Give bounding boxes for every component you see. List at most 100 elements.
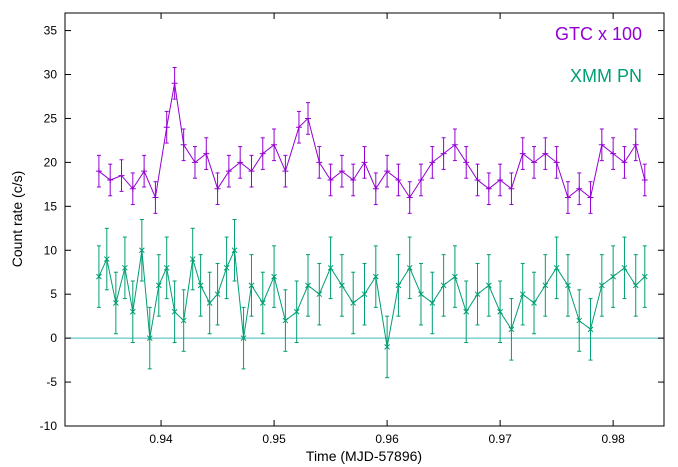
data-point (197, 282, 204, 289)
data-point (632, 282, 639, 289)
data-point (610, 273, 616, 280)
data-point (485, 282, 492, 289)
data-point (440, 282, 447, 289)
data-point (621, 264, 628, 271)
x-tick-label: 0.98 (601, 432, 625, 446)
x-tick-label: 0.97 (488, 432, 512, 446)
data-point (429, 159, 436, 166)
data-point (451, 141, 458, 148)
data-point (350, 176, 357, 183)
data-point (440, 150, 447, 157)
data-point (223, 264, 230, 271)
data-point (214, 185, 221, 192)
data-point (508, 185, 515, 192)
data-point (129, 308, 136, 315)
data-point (191, 159, 198, 166)
data-point (295, 124, 302, 131)
data-point (553, 264, 560, 271)
data-point (361, 291, 368, 298)
data-point (282, 317, 289, 324)
data-point (214, 291, 221, 298)
data-point (384, 168, 391, 175)
data-point (553, 159, 560, 166)
data-point (641, 273, 648, 280)
y-tick-label: -5 (46, 375, 57, 389)
x-axis-label: Time (MJD-57896) (306, 448, 422, 464)
data-point (395, 176, 402, 183)
data-point (138, 247, 145, 254)
data-point (587, 194, 594, 201)
data-point (122, 264, 128, 271)
data-point (641, 176, 648, 183)
data-point (248, 168, 255, 175)
data-point (418, 291, 424, 298)
data-point (508, 326, 515, 333)
data-point (598, 141, 605, 148)
data-point (519, 150, 526, 157)
y-tick-label: 0 (50, 331, 57, 345)
data-point (180, 141, 187, 148)
x-tick-label: 0.96 (375, 432, 399, 446)
data-point (542, 150, 549, 157)
legend-entry: XMM PN (570, 66, 642, 86)
data-point (316, 291, 323, 298)
data-point (610, 150, 617, 157)
y-tick-label: 15 (44, 199, 58, 213)
y-tick-label: 30 (44, 68, 58, 82)
data-point (316, 159, 323, 166)
data-point (304, 115, 311, 122)
data-point (155, 282, 162, 289)
data-point (497, 308, 503, 315)
data-point (95, 168, 102, 175)
data-point (531, 300, 537, 306)
data-point (452, 273, 458, 280)
data-point (463, 159, 470, 166)
y-axis-label: Count rate (c/s) (9, 171, 25, 267)
data-point (406, 194, 413, 201)
data-point (338, 168, 345, 175)
legend-entry: GTC x 100 (555, 24, 642, 44)
data-point (632, 141, 639, 148)
data-point (271, 273, 277, 280)
data-point (203, 150, 210, 157)
data-point (576, 317, 583, 324)
data-point (293, 308, 300, 315)
data-point (576, 185, 583, 192)
data-point (163, 124, 170, 131)
data-point (171, 308, 178, 315)
data-point (171, 80, 178, 87)
data-point (564, 194, 571, 201)
data-point (282, 168, 289, 175)
series-1 (96, 219, 648, 379)
y-tick-label: 20 (44, 155, 58, 169)
series-line (98, 83, 646, 200)
data-point (372, 185, 379, 192)
data-point (141, 168, 148, 175)
data-point (180, 317, 187, 324)
data-point (237, 159, 244, 166)
data-point (259, 150, 266, 157)
data-point (406, 264, 413, 271)
data-point (146, 335, 153, 341)
x-tick-label: 0.94 (149, 432, 173, 446)
series-0 (95, 66, 648, 214)
data-point (395, 282, 402, 289)
data-point (474, 291, 481, 298)
series-line (98, 248, 646, 347)
y-tick-label: 5 (50, 287, 57, 301)
data-point (305, 282, 311, 289)
data-point (418, 176, 425, 183)
data-point (497, 176, 504, 183)
series-layer (95, 66, 648, 379)
data-point (327, 176, 334, 183)
data-point (152, 194, 159, 201)
y-tick-label: 35 (44, 24, 58, 38)
data-point (384, 344, 390, 350)
x-axis-ticks: 0.94 0.95 0.96 0.97 0.98 (149, 13, 625, 446)
y-tick-label: 10 (44, 243, 58, 257)
data-point (565, 282, 571, 289)
data-point (271, 141, 278, 148)
data-point (598, 282, 605, 289)
data-point (485, 185, 492, 192)
